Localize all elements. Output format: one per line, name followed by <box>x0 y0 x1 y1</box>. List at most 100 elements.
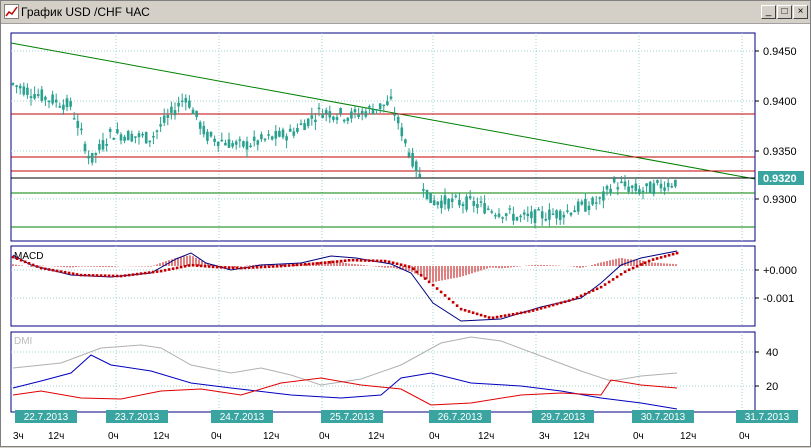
candle-body <box>422 189 425 191</box>
candle-body <box>51 94 54 104</box>
candle-body <box>461 204 465 207</box>
candle-body <box>47 100 51 103</box>
signal-dot <box>15 257 19 260</box>
candle-body <box>465 196 468 210</box>
signal-dot <box>539 307 543 310</box>
dmi-plus-line <box>12 354 678 410</box>
signal-dot <box>311 262 315 265</box>
candle-body <box>407 152 411 157</box>
signal-dot <box>611 278 615 281</box>
signal-dot <box>151 270 155 274</box>
signal-dot <box>355 258 359 262</box>
candle-body <box>450 198 454 202</box>
date-label: 25.7.2013 <box>330 412 375 423</box>
candle-body <box>386 101 389 106</box>
signal-dot <box>331 260 335 264</box>
candle-body <box>558 210 562 221</box>
candle-body <box>195 110 198 117</box>
candle-body <box>573 210 576 213</box>
candle-body <box>364 111 368 117</box>
candle-body <box>378 103 382 110</box>
candle-body <box>87 155 90 159</box>
candle-body <box>206 131 209 141</box>
signal-dot <box>579 294 583 298</box>
candle-body <box>623 181 627 187</box>
hour-label: 0ч <box>429 431 440 442</box>
close-button[interactable]: × <box>793 5 808 19</box>
candle-body <box>26 87 29 95</box>
candle-body <box>58 106 62 108</box>
candle-body <box>123 136 126 141</box>
signal-dot <box>655 257 659 260</box>
signal-dot <box>107 274 111 278</box>
dmi-scale-label: 40 <box>766 347 778 359</box>
hour-label: 12ч <box>263 431 279 442</box>
signal-dot <box>103 274 107 277</box>
candle-body <box>40 89 44 101</box>
signal-dot <box>619 273 623 276</box>
date-badge <box>211 410 273 423</box>
candle-body <box>324 110 328 114</box>
signal-dot <box>631 266 635 270</box>
candle-body <box>483 203 486 214</box>
dmi-label: DMI <box>14 336 32 347</box>
candle-body <box>519 215 522 218</box>
signal-dot <box>511 312 515 316</box>
candle-body <box>566 210 569 212</box>
signal-dot <box>299 263 303 266</box>
signal-dot <box>11 255 15 259</box>
dmi-panel: DMI 40 20 <box>10 331 778 413</box>
price-label: 0.9300 <box>763 194 797 206</box>
candle-body <box>638 188 641 194</box>
signal-dot <box>219 266 223 269</box>
candle-body <box>245 141 249 150</box>
candle-body <box>530 211 533 219</box>
candle-body <box>112 137 116 140</box>
candle-body <box>494 214 497 217</box>
signal-dot <box>155 270 159 273</box>
signal-dot <box>403 264 407 267</box>
trend-line <box>10 42 756 180</box>
candle-body <box>314 119 317 123</box>
chart-icon <box>4 4 19 19</box>
candle-body <box>569 212 573 216</box>
signal-dot <box>323 261 327 264</box>
candle-body <box>267 134 270 136</box>
signal-dot <box>143 271 147 275</box>
signal-dot <box>203 264 207 268</box>
signal-dot <box>47 268 51 271</box>
signal-dot <box>131 273 135 276</box>
signal-dot <box>211 265 215 269</box>
candle-body <box>159 124 162 127</box>
candle-body <box>627 186 630 192</box>
candle-body <box>274 131 278 139</box>
candle-body <box>504 213 508 216</box>
candle-body <box>432 200 436 205</box>
signal-dot <box>255 266 259 269</box>
signal-dot <box>307 262 311 266</box>
signal-dot <box>623 270 627 274</box>
signal-dot <box>455 304 459 307</box>
candle-body <box>242 141 245 147</box>
time-axis: 22.7.2013 23.7.2013 24.7.2013 25.7.2013 26.7… <box>13 410 798 442</box>
candle-body <box>285 136 288 141</box>
date-label: 22.7.2013 <box>24 412 69 423</box>
candle-body <box>508 208 512 210</box>
hour-label: 12ч <box>573 431 589 442</box>
maximize-button[interactable]: □ <box>777 5 792 19</box>
hour-label: 0ч <box>319 431 330 442</box>
signal-dot <box>407 265 411 268</box>
signal-dot <box>639 263 643 266</box>
signal-dot <box>399 263 403 266</box>
minimize-button[interactable]: _ <box>761 5 776 19</box>
current-price-label: 0.9320 <box>763 173 797 185</box>
candle-body <box>418 173 422 178</box>
signal-dot <box>199 264 203 268</box>
candle-body <box>328 111 332 118</box>
current-price-badge <box>758 171 804 185</box>
candle-body <box>400 127 404 137</box>
signal-dot <box>547 304 551 308</box>
candle-body <box>98 144 101 150</box>
candle-body <box>440 200 443 209</box>
